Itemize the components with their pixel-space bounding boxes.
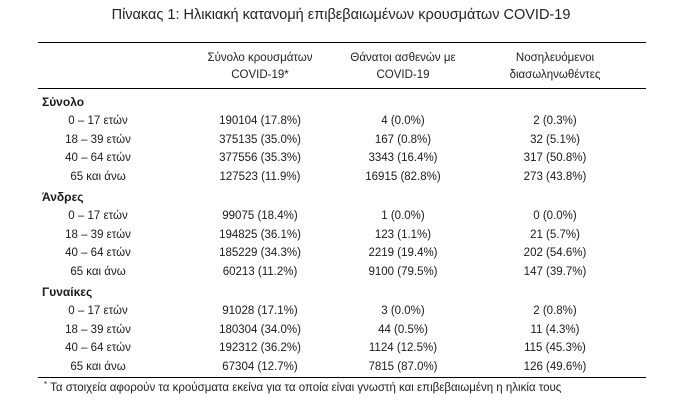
row-label: 65 και άνω: [70, 360, 126, 373]
table-row: 0 – 17 ετών 91028 (17.1%) 3 (0.0%) 2 (0.…: [38, 302, 646, 321]
section-title: Γυναίκες: [42, 285, 93, 299]
deaths-cell: 1 (0.0%): [381, 210, 425, 222]
header-intubated-line1: Νοσηλευόμενοι: [515, 52, 595, 64]
deaths-cell: 4 (0.0%): [381, 115, 425, 127]
table-row: 0 – 17 ετών 99075 (18.4%) 1 (0.0%) 0 (0.…: [38, 207, 646, 226]
table-row: 65 και άνω 60213 (11.2%) 9100 (79.5%) 14…: [38, 263, 646, 282]
row-label: 65 και άνω: [70, 170, 126, 183]
cases-cell: 60213 (11.2%): [222, 265, 298, 278]
cases-cell: 127523 (11.9%): [219, 170, 301, 183]
table-row: 40 – 64 ετών 185229 (34.3%) 2219 (19.4%)…: [38, 244, 646, 263]
header-total-cases: Σύνολο κρουσμάτων COVID-19*: [185, 50, 335, 84]
row-label: 40 – 64 ετών: [65, 152, 131, 164]
header-total-cases-line1: Σύνολο κρουσμάτων: [207, 52, 313, 64]
row-label: 40 – 64 ετών: [65, 342, 131, 354]
intubated-cell: 273 (43.8%): [523, 170, 587, 183]
cases-cell: 99075 (18.4%): [222, 210, 298, 222]
footnote-text: Τα στοιχεία αφορούν τα κρούσματα εκείνα …: [50, 382, 562, 394]
section-title: Σύνολο: [42, 95, 85, 109]
intubated-cell: 21 (5.7%): [530, 228, 580, 241]
row-label: 0 – 17 ετών: [68, 115, 128, 127]
intubated-cell: 202 (54.6%): [523, 247, 587, 259]
header-deaths-line1: Θάνατοι ασθενών με: [350, 52, 456, 64]
intubated-cell: 11 (4.3%): [530, 323, 580, 336]
intubated-cell: 317 (50.8%): [523, 152, 587, 164]
table-row: 65 και άνω 67304 (12.7%) 7815 (87.0%) 12…: [38, 358, 646, 377]
deaths-cell: 7815 (87.0%): [368, 360, 438, 373]
table-row: 18 – 39 ετών 375135 (35.0%) 167 (0.8%) 3…: [38, 131, 646, 150]
table-row: 40 – 64 ετών 377556 (35.3%) 3343 (16.4%)…: [38, 149, 646, 168]
cases-cell: 180304 (34.0%): [219, 323, 301, 336]
deaths-cell: 3343 (16.4%): [368, 152, 438, 164]
section-title: Άνδρες: [42, 190, 84, 204]
row-label: 18 – 39 ετών: [65, 228, 131, 241]
cases-cell: 194825 (36.1%): [219, 228, 301, 241]
intubated-cell: 126 (49.6%): [523, 360, 587, 373]
deaths-cell: 3 (0.0%): [381, 305, 425, 317]
intubated-cell: 147 (39.7%): [523, 265, 587, 278]
cases-cell: 377556 (35.3%): [219, 152, 301, 164]
row-label: 0 – 17 ετών: [68, 210, 128, 222]
section-total: Σύνολο 0 – 17 ετών 190104 (17.8%) 4 (0.0…: [38, 93, 646, 186]
table-row: 65 και άνω 127523 (11.9%) 16915 (82.8%) …: [38, 168, 646, 187]
cases-cell: 375135 (35.0%): [219, 133, 301, 146]
row-label: 18 – 39 ετών: [65, 133, 131, 146]
deaths-cell: 123 (1.1%): [374, 228, 432, 241]
header-rule: [38, 88, 646, 89]
deaths-cell: 16915 (82.8%): [365, 170, 441, 183]
deaths-cell: 1124 (12.5%): [368, 342, 438, 354]
section-women: Γυναίκες 0 – 17 ετών 91028 (17.1%) 3 (0.…: [38, 283, 646, 376]
row-label: 40 – 64 ετών: [65, 247, 131, 259]
row-label: 0 – 17 ετών: [68, 305, 128, 317]
row-label: 18 – 39 ετών: [65, 323, 131, 336]
row-label: 65 και άνω: [70, 265, 126, 278]
intubated-cell: 2 (0.3%): [533, 115, 577, 127]
table-title: Πίνακας 1: Ηλικιακή κατανομή επιβεβαιωμέ…: [111, 7, 571, 23]
header-deaths-line2: COVID-19: [376, 69, 430, 81]
data-table: Σύνολο 0 – 17 ετών 190104 (17.8%) 4 (0.0…: [38, 93, 646, 378]
header-intubated: Νοσηλευόμενοι διασωληνωθέντες: [480, 50, 630, 84]
footnote: * Τα στοιχεία αφορούν τα κρούσματα εκείνα…: [44, 380, 561, 394]
top-rule: [38, 42, 646, 43]
table-row: 40 – 64 ετών 192312 (36.2%) 1124 (12.5%)…: [38, 339, 646, 358]
cases-cell: 185229 (34.3%): [219, 247, 301, 259]
table-row: 18 – 39 ετών 180304 (34.0%) 44 (0.5%) 11…: [38, 321, 646, 340]
deaths-cell: 44 (0.5%): [378, 323, 428, 336]
bottom-rule: [38, 377, 646, 378]
deaths-cell: 167 (0.8%): [374, 133, 432, 146]
cases-cell: 190104 (17.8%): [219, 115, 301, 127]
header-deaths: Θάνατοι ασθενών με COVID-19: [328, 50, 478, 84]
deaths-cell: 9100 (79.5%): [368, 265, 438, 278]
intubated-cell: 32 (5.1%): [530, 133, 580, 146]
footnote-marker: *: [44, 380, 48, 389]
cases-cell: 192312 (36.2%): [219, 342, 301, 354]
header-total-cases-line2: COVID-19*: [231, 69, 289, 81]
cases-cell: 67304 (12.7%): [222, 360, 298, 373]
header-intubated-line2: διασωληνωθέντες: [509, 69, 601, 81]
deaths-cell: 2219 (19.4%): [368, 247, 438, 259]
intubated-cell: 115 (45.3%): [524, 342, 586, 354]
intubated-cell: 2 (0.8%): [533, 305, 577, 317]
section-men: Άνδρες 0 – 17 ετών 99075 (18.4%) 1 (0.0%…: [38, 188, 646, 281]
cases-cell: 91028 (17.1%): [222, 305, 298, 317]
intubated-cell: 0 (0.0%): [533, 210, 577, 222]
table-row: 0 – 17 ετών 190104 (17.8%) 4 (0.0%) 2 (0…: [38, 112, 646, 131]
table-row: 18 – 39 ετών 194825 (36.1%) 123 (1.1%) 2…: [38, 226, 646, 245]
